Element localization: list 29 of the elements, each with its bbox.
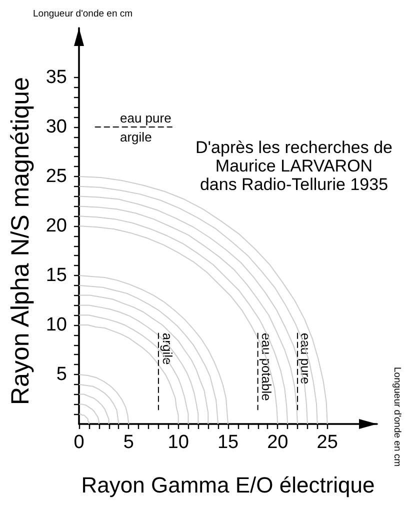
y-tick-label: 35 xyxy=(46,67,67,88)
annotation: eau pure xyxy=(120,110,172,126)
text: Longueur d'onde en cm xyxy=(392,367,402,467)
line-series xyxy=(78,384,120,424)
x-tick-label: 25 xyxy=(316,432,338,453)
annotation: argile xyxy=(120,130,152,144)
line-series xyxy=(78,314,189,424)
text: Longueur d'onde en cm xyxy=(33,8,133,20)
y-tick-label: 10 xyxy=(46,314,67,336)
x-axis-title: Rayon Gamma E/O électrique xyxy=(81,472,375,498)
y-tick-label: 30 xyxy=(46,116,67,138)
annotation: eau potable xyxy=(259,332,274,401)
x-tick-label: 0 xyxy=(74,432,84,453)
line-series xyxy=(78,324,179,424)
annotation: D'après les recherches de Maurice LARVARON dans Radio-Tellurie 1935 xyxy=(196,138,392,194)
y-tick-label: 25 xyxy=(46,166,67,187)
x-tick-label: 10 xyxy=(168,432,189,453)
x-tick-label: 20 xyxy=(267,432,288,453)
line-series xyxy=(78,374,130,424)
x-tick-label: 15 xyxy=(217,432,239,453)
annotation: argile xyxy=(160,332,175,365)
line-series xyxy=(78,414,90,424)
y-tick-label: 5 xyxy=(56,364,67,385)
line-series xyxy=(78,394,110,424)
line-series xyxy=(78,404,100,424)
y-tick-label: 20 xyxy=(46,216,67,236)
y-axis-title: Rayon Alpha N/S magnétique xyxy=(6,77,34,405)
y-tick-label: 15 xyxy=(46,265,67,286)
x-tick-label: 5 xyxy=(123,432,134,453)
